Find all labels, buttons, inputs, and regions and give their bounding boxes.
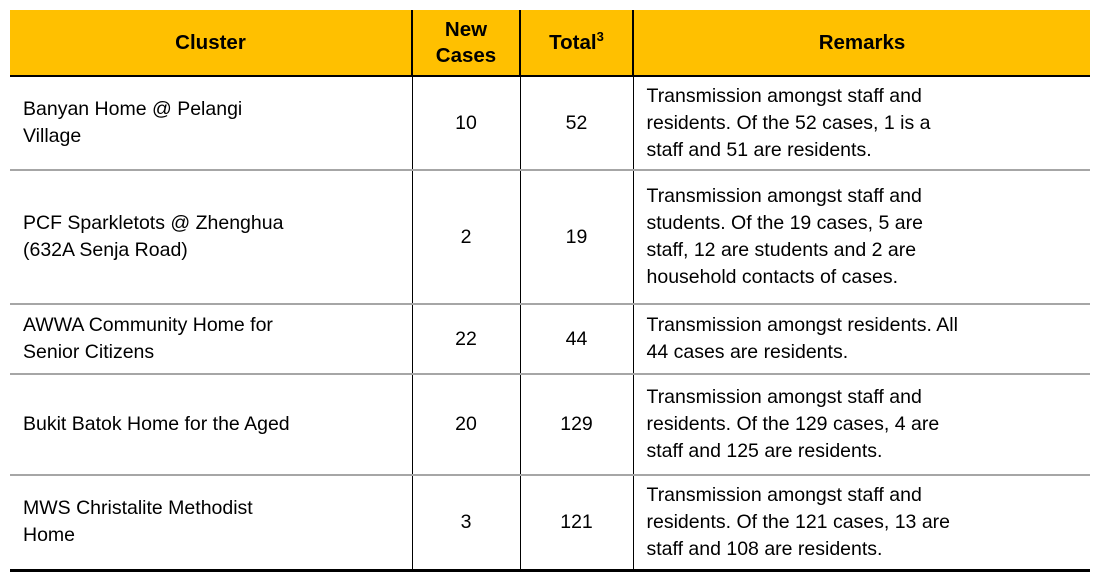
table-row: AWWA Community Home for Senior Citizens … bbox=[10, 303, 1090, 374]
header-total: Total3 bbox=[519, 10, 633, 77]
total-cell: 19 bbox=[519, 169, 633, 304]
new-cases-cell: 2 bbox=[411, 169, 520, 304]
remarks-cell: Transmission amongst staff and residents… bbox=[632, 75, 1090, 170]
header-total-label: Total bbox=[549, 30, 597, 54]
cluster-cell: Banyan Home @ Pelangi Village bbox=[10, 75, 412, 170]
header-row: Cluster New Cases Total3 Remarks bbox=[10, 10, 1090, 77]
new-cases-cell: 10 bbox=[411, 75, 520, 170]
total-cell: 44 bbox=[519, 303, 633, 374]
new-cases-cell: 20 bbox=[411, 373, 520, 475]
remarks-cell: Transmission amongst staff and residents… bbox=[632, 474, 1090, 572]
cluster-cell: Bukit Batok Home for the Aged bbox=[10, 373, 412, 475]
cluster-cell: AWWA Community Home for Senior Citizens bbox=[10, 303, 412, 374]
remarks-cell: Transmission amongst staff and students.… bbox=[632, 169, 1090, 304]
table-row: Bukit Batok Home for the Aged 20 129 Tra… bbox=[10, 373, 1090, 475]
header-total-footnote-marker: 3 bbox=[596, 28, 604, 44]
new-cases-cell: 3 bbox=[411, 474, 520, 572]
cluster-table: Cluster New Cases Total3 Remarks Banyan … bbox=[10, 10, 1090, 572]
total-cell: 52 bbox=[519, 75, 633, 170]
table-row: Banyan Home @ Pelangi Village 10 52 Tran… bbox=[10, 75, 1090, 170]
remarks-cell: Transmission amongst staff and residents… bbox=[632, 373, 1090, 475]
header-cluster: Cluster bbox=[10, 10, 412, 77]
cluster-cell: MWS Christalite Methodist Home bbox=[10, 474, 412, 572]
cluster-cell: PCF Sparkletots @ Zhenghua (632A Senja R… bbox=[10, 169, 412, 304]
cluster-table-container: Cluster New Cases Total3 Remarks Banyan … bbox=[10, 10, 1090, 572]
table-row: MWS Christalite Methodist Home 3 121 Tra… bbox=[10, 474, 1090, 572]
total-cell: 129 bbox=[519, 373, 633, 475]
table-row: PCF Sparkletots @ Zhenghua (632A Senja R… bbox=[10, 169, 1090, 304]
total-cell: 121 bbox=[519, 474, 633, 572]
new-cases-cell: 22 bbox=[411, 303, 520, 374]
header-remarks: Remarks bbox=[632, 10, 1090, 77]
header-new-cases: New Cases bbox=[411, 10, 520, 77]
remarks-cell: Transmission amongst residents. All 44 c… bbox=[632, 303, 1090, 374]
